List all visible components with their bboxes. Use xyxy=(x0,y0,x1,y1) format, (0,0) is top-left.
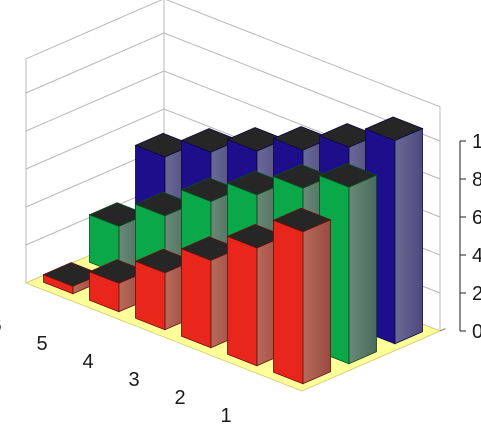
z-tick-label: 100 xyxy=(472,131,481,153)
bars xyxy=(42,116,424,385)
category-axis: 1 2 3 4 5 6 xyxy=(0,315,232,427)
z-tick-label: 0 xyxy=(472,321,481,343)
category-label: 4 xyxy=(82,351,93,373)
gridline xyxy=(25,32,441,142)
category-label: 2 xyxy=(174,387,185,409)
gridline xyxy=(25,0,441,108)
z-tick-label: 20 xyxy=(472,283,481,305)
category-label: 5 xyxy=(36,333,47,355)
bar-s1-c1 xyxy=(272,207,332,385)
category-label: 1 xyxy=(220,405,231,427)
floor-tick xyxy=(439,328,446,332)
z-tick-label: 80 xyxy=(472,169,481,191)
z-axis: 0 20 40 60 80 100 xyxy=(459,131,481,343)
category-label: 3 xyxy=(128,369,139,391)
z-tick-label: 60 xyxy=(472,207,481,229)
category-label: 6 xyxy=(0,315,2,337)
z-tick-label: 40 xyxy=(472,245,481,267)
